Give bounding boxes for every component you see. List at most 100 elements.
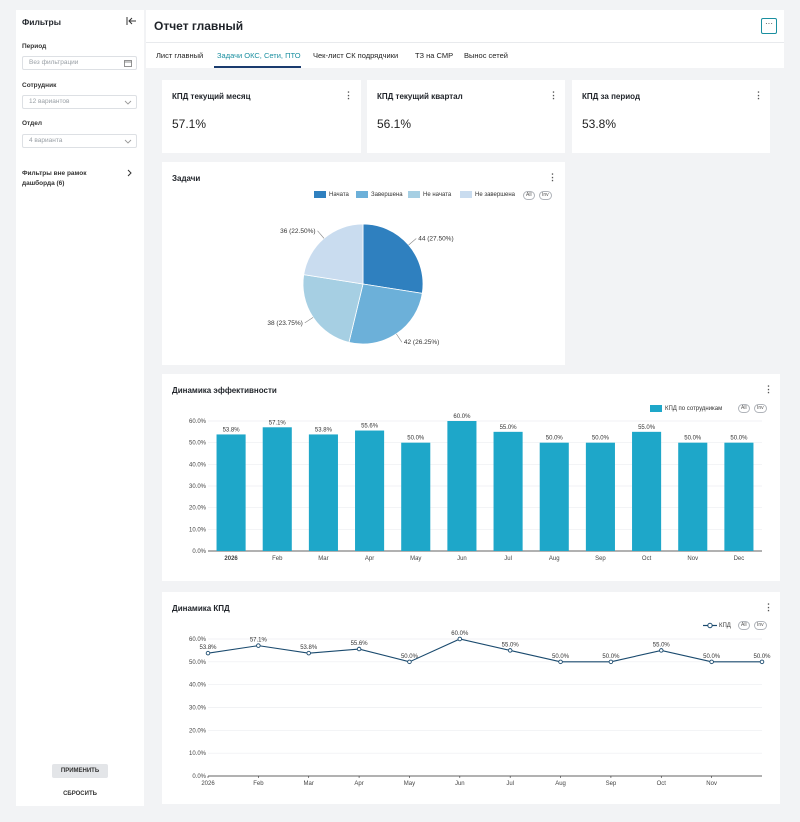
filter-employee-placeholder: 12 вариантов — [29, 98, 70, 105]
bar-data-label: 50.0% — [546, 436, 564, 442]
extra-filters-toggle[interactable]: Фильтры вне рамок дашборда (6) — [22, 169, 137, 189]
y-tick-label: 10.0% — [189, 751, 207, 757]
card-menu-icon[interactable]: ⋮ — [764, 384, 773, 394]
bar — [493, 431, 523, 551]
tab-checklist[interactable]: Чек-лист СК подрядчики — [313, 51, 399, 60]
line-data-label: 53.8% — [199, 645, 217, 651]
more-options-button[interactable]: ··· — [761, 18, 777, 34]
kpi-title: КПД за период — [582, 92, 641, 101]
tab-tz-smr[interactable]: ТЗ на СМР — [415, 51, 454, 60]
card-menu-icon[interactable]: ⋮ — [764, 602, 773, 612]
pie-label-leader — [317, 230, 325, 239]
tab-tasks[interactable]: Задачи ОКС, Сети, ПТО — [217, 51, 301, 60]
legend-line-marker — [703, 622, 717, 629]
filter-department-select[interactable]: 4 варианта — [22, 134, 137, 148]
kpi-value: 57.1% — [172, 117, 207, 131]
legend-all-button[interactable]: All — [738, 404, 750, 413]
bar-data-label: 50.0% — [684, 436, 702, 442]
filter-employee-label: Сотрудник — [22, 82, 57, 89]
bar-data-label: 50.0% — [592, 436, 610, 442]
y-tick-label: 60.0% — [189, 637, 207, 643]
series-line — [207, 638, 762, 663]
line-data-label: 50.0% — [753, 654, 771, 660]
card-menu-icon[interactable]: ⋮ — [344, 90, 353, 100]
legend-item[interactable]: КПД — [703, 622, 731, 629]
card-menu-icon[interactable]: ⋮ — [549, 90, 558, 100]
legend-inv-button[interactable]: Inv — [754, 621, 767, 630]
legend-item[interactable]: Завершена — [356, 191, 403, 198]
legend-all-button[interactable]: All — [523, 191, 535, 200]
bar-data-label: 60.0% — [453, 414, 471, 420]
line-data-label: 60.0% — [451, 631, 469, 637]
kpi-card-quarter: КПД текущий квартал ⋮ 56.1% — [367, 80, 565, 153]
legend-item[interactable]: КПД по сотрудникам — [650, 405, 722, 412]
bar — [724, 442, 754, 551]
y-tick-label: 40.0% — [189, 462, 207, 468]
line-point — [507, 648, 513, 653]
chevron-right-icon — [127, 169, 132, 177]
filters-sidebar: Фильтры Период Вез фильтрации Сотрудник … — [16, 10, 144, 806]
x-tick-label: 2026 — [224, 556, 238, 562]
bar-data-label: 55.0% — [500, 425, 518, 431]
card-menu-icon[interactable]: ⋮ — [754, 90, 763, 100]
filter-department-label: Отдел — [22, 120, 43, 127]
bar — [539, 442, 569, 551]
bar-data-label: 50.0% — [407, 436, 425, 442]
kpd-dynamics-card: Динамика КПД ⋮ КПД All Inv 0.0% 10.0% 20.0… — [162, 592, 780, 804]
kpi-card-period: КПД за период ⋮ 53.8% — [572, 80, 770, 153]
filter-period-label: Период — [22, 43, 47, 50]
tab-networks[interactable]: Вынос сетей — [464, 51, 508, 60]
legend-item[interactable]: Начата — [314, 191, 349, 198]
line-point — [205, 650, 211, 656]
tabs-divider — [146, 42, 784, 43]
x-tick-label: Apr — [365, 556, 374, 562]
line-data-label: 50.0% — [703, 654, 721, 660]
x-tick-label: Jun — [457, 556, 467, 562]
filter-period-input[interactable]: Вез фильтрации — [22, 56, 137, 70]
legend-item[interactable]: Не начата — [408, 191, 451, 198]
y-tick-label: 20.0% — [189, 506, 207, 512]
filter-employee-select[interactable]: 12 вариантов — [22, 95, 137, 109]
line-point — [608, 659, 614, 665]
y-tick-label: 60.0% — [189, 419, 207, 425]
pie-data-label: 38 (23.75%) — [267, 320, 302, 327]
legend-inv-button[interactable]: Inv — [539, 191, 552, 200]
x-tick-label: Nov — [706, 781, 717, 787]
y-tick-label: 50.0% — [189, 441, 207, 447]
efficiency-chart-card: Динамика эффективности ⋮ КПД по сотрудни… — [162, 374, 780, 581]
tab-main-sheet[interactable]: Лист главный — [156, 51, 204, 60]
line-point — [306, 650, 311, 656]
line-point — [356, 646, 362, 652]
reset-button[interactable]: СБРОСИТЬ — [63, 791, 97, 797]
bar — [308, 434, 338, 551]
x-tick-label: Sep — [595, 556, 606, 562]
kpi-value: 53.8% — [582, 117, 617, 131]
card-menu-icon[interactable]: ⋮ — [548, 172, 557, 182]
legend-item[interactable]: Не завершена — [460, 191, 515, 198]
chevron-down-icon — [124, 100, 132, 105]
x-tick-label: Dec — [734, 556, 745, 562]
bar-data-label: 55.6% — [361, 424, 379, 430]
line-point — [256, 643, 261, 648]
pie-chart: 44 (27.50%) 42 (26.25%) 38 (23.75%) 36 (22.… — [267, 223, 454, 346]
x-tick-label: Feb — [272, 556, 283, 562]
bar-data-label: 53.8% — [315, 427, 333, 433]
filter-department-placeholder: 4 варианта — [29, 137, 63, 144]
legend-label: Не начата — [423, 192, 452, 199]
calendar-icon — [124, 60, 132, 67]
bar — [401, 442, 431, 551]
line-point — [709, 659, 714, 665]
bar — [355, 430, 385, 551]
bar-data-label: 53.8% — [223, 427, 241, 433]
pie-data-label: 44 (27.50%) — [418, 236, 453, 243]
collapse-sidebar-icon[interactable] — [124, 14, 138, 28]
y-tick-label: 20.0% — [189, 728, 207, 734]
filter-period-placeholder: Вез фильтрации — [29, 59, 79, 66]
legend-swatch — [408, 191, 420, 198]
bar-data-label: 55.0% — [638, 425, 656, 431]
legend-all-button[interactable]: All — [738, 621, 750, 630]
apply-button[interactable]: ПРИМЕНИТЬ — [52, 764, 108, 778]
legend-inv-button[interactable]: Inv — [754, 404, 767, 413]
bar — [632, 431, 662, 551]
y-tick-label: 0.0% — [192, 549, 206, 555]
